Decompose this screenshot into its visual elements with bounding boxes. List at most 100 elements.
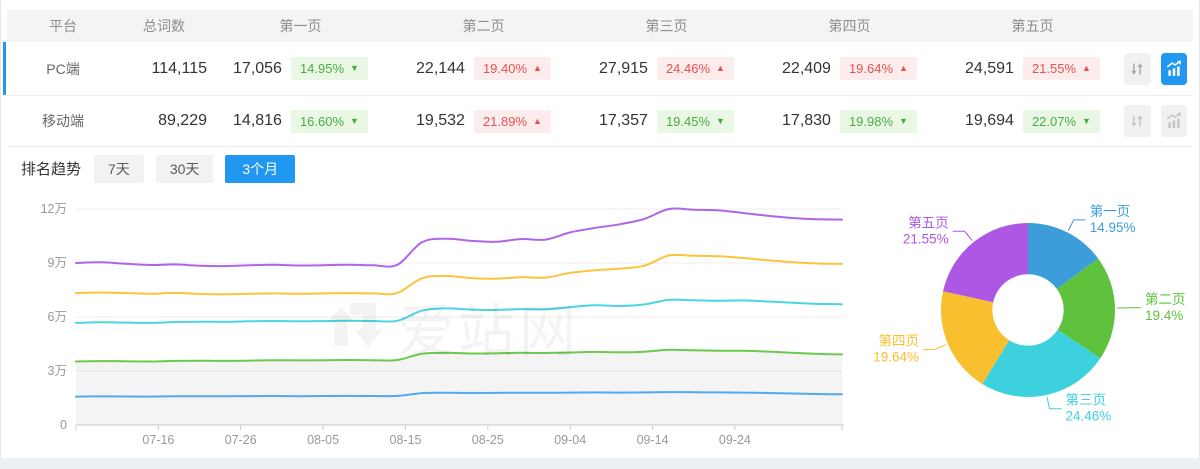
row-actions [1124, 105, 1193, 137]
change-badge: 19.40% ▲ [473, 57, 551, 80]
keyword-rank-panel: 平台 总词数 第一页 第二页 第三页 第四页 第五页 PC端 114,115 1… [0, 0, 1200, 458]
compare-sort-button[interactable] [1124, 105, 1151, 137]
y-axis-label: 9万 [48, 256, 67, 270]
trend-arrow-icon: ▼ [350, 115, 359, 126]
page-count: 24,591 [965, 59, 1014, 77]
pie-label-percent: 14.95% [1090, 220, 1136, 235]
x-axis-label: 08-05 [307, 433, 339, 447]
tab-7days[interactable]: 7天 [94, 154, 144, 183]
trend-arrow-icon: ▲ [899, 63, 908, 73]
page-metric-cell: 17,830 19.98% ▼ [758, 109, 941, 133]
x-axis-label: 07-16 [142, 433, 174, 447]
change-badge: 21.89% ▲ [473, 109, 551, 133]
page-metric-cell: 19,532 21.89% ▲ [392, 109, 575, 133]
change-badge: 16.60% ▼ [290, 109, 368, 133]
col-header-page5: 第五页 [1011, 18, 1054, 34]
trend-arrow-icon: ▼ [1082, 115, 1091, 126]
platform-label: PC端 [46, 60, 80, 77]
pie-label-name: 第三页 [1066, 392, 1107, 408]
col-header-total: 总词数 [143, 18, 185, 34]
trend-line-page1[interactable] [75, 391, 843, 398]
trend-line-page5[interactable] [75, 207, 843, 268]
change-badge: 19.98% ▼ [839, 109, 917, 133]
change-badge: 21.55% ▲ [1022, 57, 1100, 80]
tab-30days[interactable]: 30天 [155, 154, 214, 183]
trend-arrow-icon: ▲ [716, 63, 725, 73]
trend-arrow-icon: ▼ [899, 115, 908, 126]
trend-arrow-icon: ▲ [533, 63, 542, 73]
area-fill-第二页 [76, 349, 842, 425]
change-percent: 22.07% [1031, 113, 1077, 129]
table-header-row: 平台 总词数 第一页 第二页 第三页 第四页 第五页 [7, 10, 1193, 42]
change-percent: 19.64% [848, 61, 894, 76]
change-badge: 24.46% ▲ [656, 57, 734, 80]
x-axis-label: 09-14 [637, 433, 669, 447]
charts-area: 0 3万 6万 9万 12万 07-16 07-26 08-05 08-15 08-25 09-04… [1, 190, 1199, 458]
trend-line-page3[interactable] [75, 298, 843, 324]
trend-chart-icon [1166, 59, 1181, 76]
total-words: 89,229 [158, 112, 207, 129]
page-count: 17,056 [233, 59, 282, 77]
x-axis-label: 09-04 [554, 433, 586, 447]
trend-arrow-icon: ▼ [350, 63, 359, 73]
pie-label-name: 第四页 [879, 332, 920, 348]
page-metric-cell: 27,915 24.46% ▲ [575, 57, 758, 80]
pie-label-line [923, 344, 947, 350]
col-header-page2: 第二页 [462, 18, 505, 34]
platform-label: 移动端 [42, 113, 84, 129]
change-percent: 19.45% [665, 113, 711, 129]
page-metric-cell: 17,056 14.95% ▼ [209, 57, 392, 80]
change-badge: 14.95% ▼ [290, 57, 368, 80]
change-percent: 14.95% [299, 61, 345, 76]
page-metric-cell: 22,144 19.40% ▲ [392, 57, 575, 80]
page-count: 27,915 [599, 59, 648, 77]
trend-toolbar: 排名趋势 7天 30天 3个月 [1, 147, 1199, 190]
page-count: 17,357 [599, 112, 648, 129]
x-axis-label: 07-26 [225, 433, 257, 447]
y-axis-label: 0 [60, 418, 67, 432]
y-axis-label: 12万 [41, 202, 67, 216]
pie-slice-第四页[interactable] [940, 291, 1010, 384]
tab-3months[interactable]: 3个月 [225, 154, 296, 183]
page-count: 14,816 [233, 112, 282, 129]
pie-label-line [1067, 219, 1086, 231]
page-metric-cell: 14,816 16.60% ▼ [209, 109, 392, 133]
pie-label-line [1046, 396, 1062, 410]
rank-trend-line-chart: 0 3万 6万 9万 12万 07-16 07-26 08-05 08-15 08-25 09-04… [41, 202, 844, 447]
trend-arrow-icon: ▲ [533, 115, 542, 126]
x-axis-label: 08-25 [472, 433, 504, 447]
sort-arrows-icon [1131, 62, 1144, 75]
pie-slice-第一页[interactable] [1028, 223, 1099, 289]
pie-slice-第三页[interactable] [982, 329, 1101, 397]
pie-label-percent: 19.4% [1145, 308, 1183, 323]
change-percent: 19.98% [848, 113, 894, 129]
y-axis-label: 6万 [48, 310, 67, 324]
pie-slice-第五页[interactable] [943, 222, 1028, 303]
change-percent: 16.60% [299, 113, 345, 129]
pie-slice-第二页[interactable] [1056, 258, 1115, 359]
change-badge: 19.45% ▼ [656, 109, 734, 133]
page-count: 22,409 [782, 59, 831, 77]
compare-sort-button[interactable] [1124, 52, 1151, 85]
page-count: 19,532 [416, 112, 465, 129]
sort-arrows-icon [1131, 115, 1144, 127]
trend-line-page4[interactable] [75, 253, 843, 296]
row-actions [1124, 52, 1193, 85]
trend-chart-button[interactable] [1160, 105, 1187, 137]
change-badge: 19.64% ▲ [839, 57, 917, 80]
page-metric-cell: 19,694 22.07% ▼ [941, 109, 1124, 133]
col-header-platform: 平台 [49, 18, 77, 34]
pie-label-percent: 19.64% [873, 349, 919, 364]
page-count: 19,694 [965, 112, 1014, 129]
table-row-mobile[interactable]: 移动端 89,229 14,816 16.60% ▼ 19,532 21.89%… [7, 96, 1193, 147]
trend-chart-button[interactable] [1160, 52, 1187, 85]
pie-label-name: 第五页 [908, 214, 949, 230]
y-axis-label: 3万 [48, 364, 67, 378]
trend-line-page2[interactable] [75, 348, 843, 363]
total-words: 114,115 [151, 59, 207, 77]
pie-label-name: 第一页 [1090, 203, 1131, 219]
change-percent: 19.40% [482, 61, 528, 76]
change-badge: 22.07% ▼ [1022, 109, 1100, 133]
table-row-pc[interactable]: PC端 114,115 17,056 14.95% ▼ 22,144 19.40… [3, 42, 1193, 96]
